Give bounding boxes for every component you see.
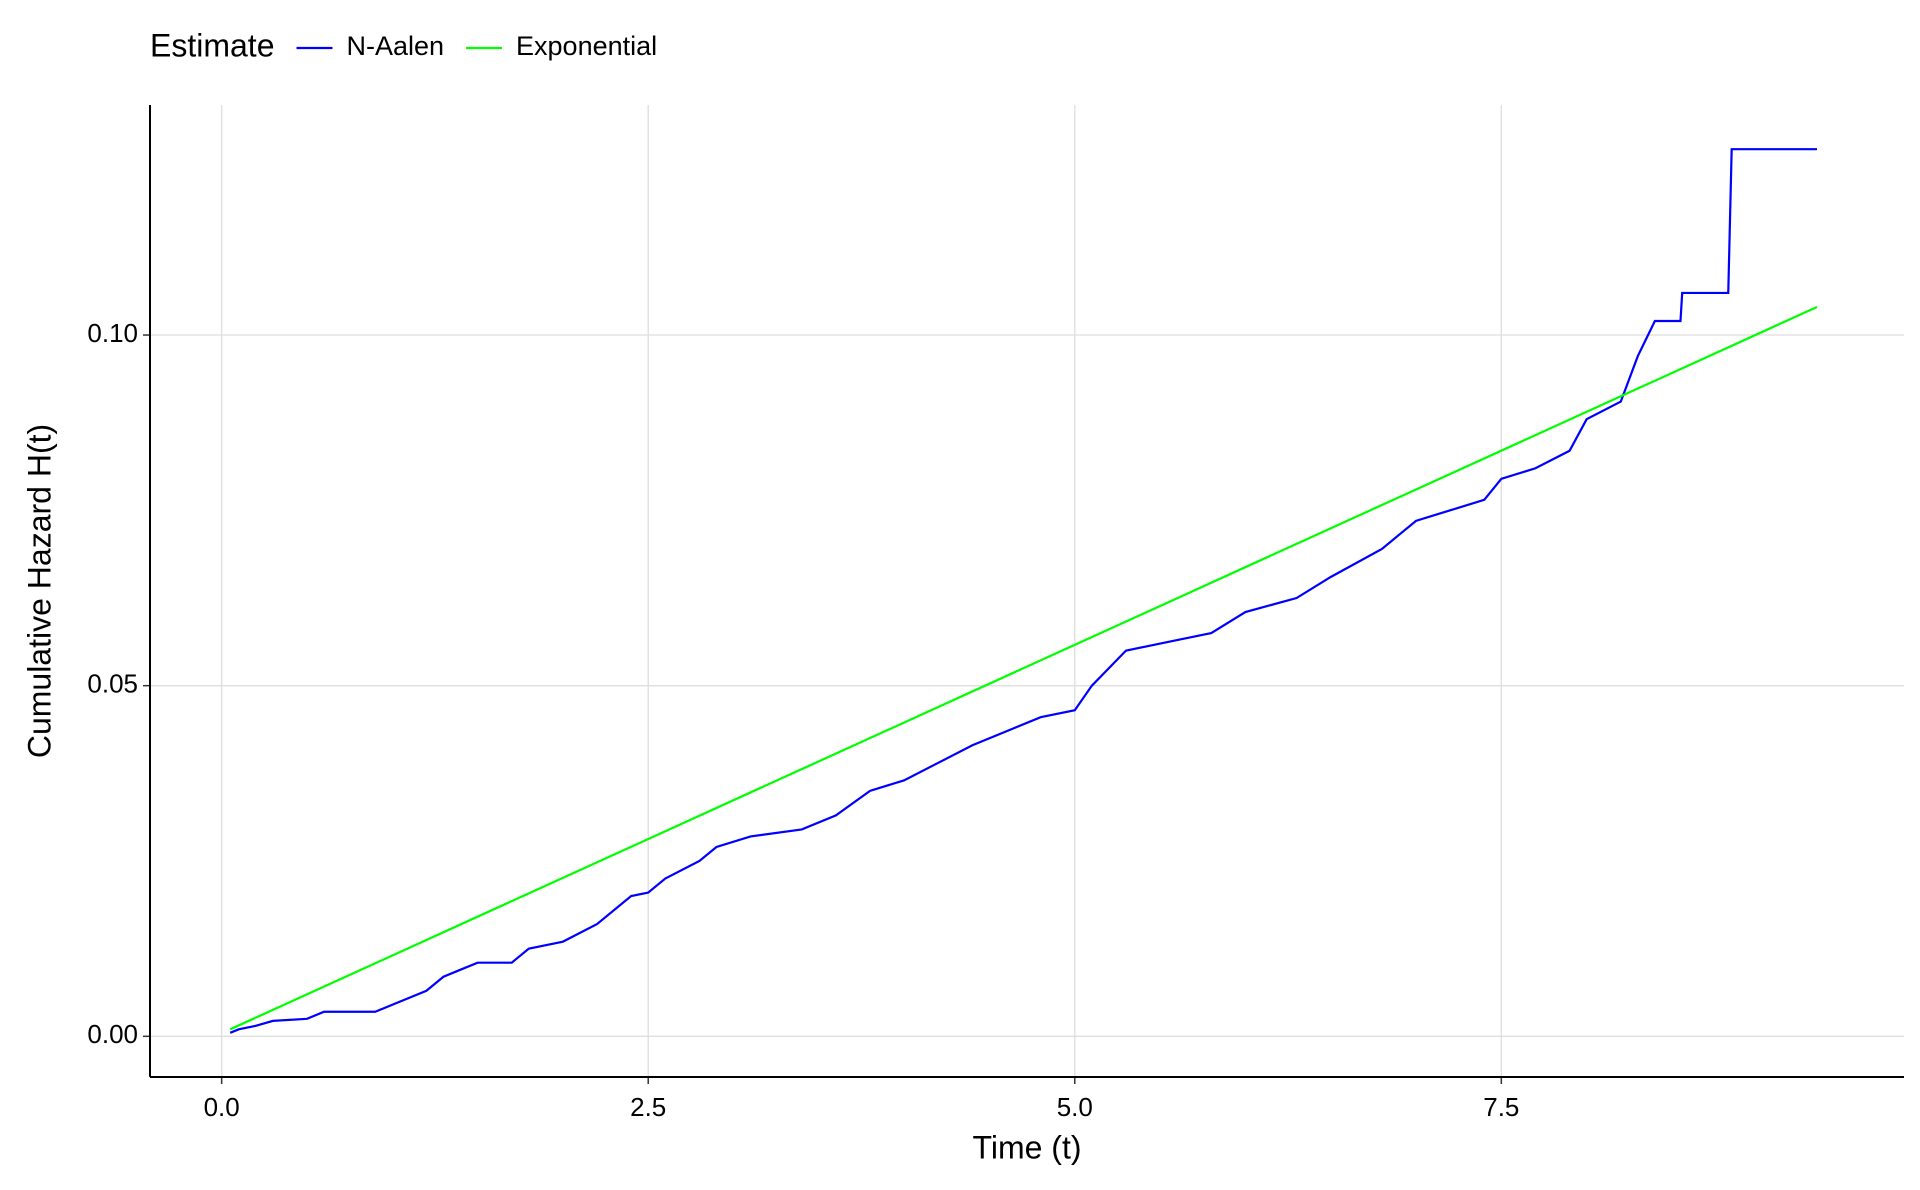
x-tick-label: 7.5 <box>1483 1092 1519 1122</box>
x-tick-label: 5.0 <box>1057 1092 1093 1122</box>
legend-title: Estimate <box>150 27 274 63</box>
y-tick-label: 0.00 <box>87 1019 138 1049</box>
y-tick-label: 0.10 <box>87 318 138 348</box>
y-axis-title: Cumulative Hazard H(t) <box>21 424 57 758</box>
x-axis-title: Time (t) <box>972 1129 1081 1165</box>
x-tick-label: 2.5 <box>630 1092 666 1122</box>
series-line <box>229 148 1817 1034</box>
x-tick-label: 0.0 <box>204 1092 240 1122</box>
series-line <box>229 305 1818 1031</box>
legend-label: Exponential <box>516 31 657 61</box>
legend-label: N-Aalen <box>346 31 444 61</box>
y-tick-label: 0.05 <box>87 669 138 699</box>
